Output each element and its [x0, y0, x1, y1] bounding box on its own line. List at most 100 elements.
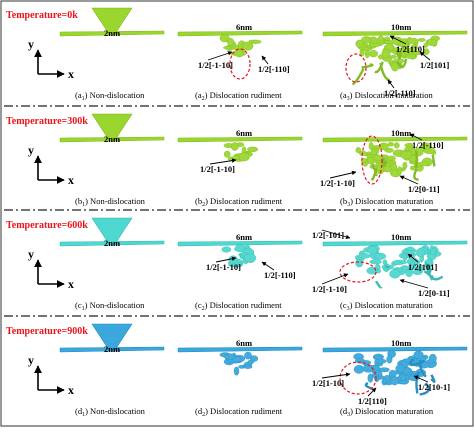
- burgers-vector-arrow: [261, 55, 269, 65]
- panel-caption: (d2) Dislocation rudiment: [195, 406, 283, 418]
- substrate-plate: [322, 30, 468, 37]
- depth-label: 6nm: [236, 232, 252, 242]
- depth-label: 10nm: [391, 22, 411, 32]
- dislocation-highlight-circle: [339, 361, 377, 395]
- panel-b3: 10nm (b3) Dislocation maturation 1/2[-110]…: [320, 128, 468, 208]
- burgers-vector-label: 1/2[-101]: [312, 230, 344, 240]
- substrate-plate: [177, 136, 303, 143]
- panel-caption: (b3) Dislocation maturation: [340, 196, 434, 208]
- panel-caption: (a1) Non-dislocation: [75, 90, 145, 102]
- panel-a3: 10nm (a3) Dislocation maturation 1/2[110] 1…: [322, 22, 468, 102]
- burgers-vector-arrow: [419, 51, 431, 61]
- panel-d1: 2nm (d1) Non-dislocation: [59, 323, 165, 418]
- row-d: Temperature=900k yx 2nm (d1) Non-dislocatio…: [6, 323, 468, 418]
- depth-label: 2nm: [104, 28, 120, 38]
- dislocation-structure: [355, 141, 437, 181]
- dislocation-structure: [223, 142, 259, 162]
- dislocation-structure: [219, 351, 259, 376]
- substrate-plate: [177, 346, 303, 353]
- burgers-vector-label: 1/2[10-1]: [418, 382, 450, 392]
- y-axis-label: y: [28, 143, 34, 157]
- temperature-label: Temperature=900k: [6, 326, 88, 337]
- burgers-vector-label: 1/2[-110]: [412, 140, 444, 150]
- temperature-label: Temperature=300k: [6, 116, 88, 127]
- panel-caption: (d1) Non-dislocation: [75, 406, 146, 418]
- x-axis-label: x: [68, 277, 74, 291]
- depth-label: 2nm: [104, 134, 120, 144]
- dislocation-structure: [354, 244, 444, 289]
- dislocation-structure: [221, 244, 257, 268]
- burgers-vector-arrow: [329, 170, 357, 179]
- y-axis-label: y: [28, 247, 34, 261]
- burgers-vector-label: 1/2[110]: [358, 396, 387, 406]
- temperature-label: Temperature=0k: [6, 10, 78, 21]
- depth-label: 6nm: [236, 128, 252, 138]
- indenter-cone: [91, 113, 133, 141]
- burgers-vector-label: 1/2[-110]: [258, 64, 290, 74]
- burgers-vector-arrow: [321, 229, 351, 240]
- depth-label: 10nm: [391, 128, 411, 138]
- depth-label: 10nm: [391, 232, 411, 242]
- panel-caption: (b1) Non-dislocation: [75, 196, 146, 208]
- substrate-plate: [177, 30, 303, 37]
- panel-d3: 10nm (d3) Dislocation maturation 1/2[1-10]…: [312, 338, 468, 418]
- axis-indicator: yx: [28, 143, 74, 187]
- depth-label: 6nm: [236, 338, 252, 348]
- panel-d2: 6nm (d2) Dislocation rudiment: [177, 338, 303, 418]
- dislocation-highlight-circle: [229, 48, 251, 80]
- panel-caption: (b2) Dislocation rudiment: [195, 196, 283, 208]
- burgers-vector-label: 1/2[110]: [396, 44, 425, 54]
- burgers-vector-arrow: [209, 158, 237, 165]
- burgers-vector-arrow: [321, 273, 349, 285]
- indenter-cone: [91, 7, 133, 35]
- panel-caption: (a3) Dislocation maturation: [340, 90, 433, 102]
- panel-caption: (c3) Dislocation maturation: [340, 300, 433, 312]
- burgers-vector-label: 1/2[-110]: [264, 270, 296, 280]
- depth-label: 2nm: [104, 238, 120, 248]
- x-axis-label: x: [68, 67, 74, 81]
- row-a: Temperature=0k yx 2nm (a1) Non-dislocation 6…: [6, 7, 468, 102]
- burgers-vector-arrow: [389, 35, 407, 45]
- depth-label: 2nm: [104, 344, 120, 354]
- dislocation-highlight-circle: [345, 53, 367, 83]
- burgers-vector-arrow: [367, 387, 377, 397]
- burgers-vector-label: 1/2[101]: [420, 60, 449, 70]
- burgers-vector-label: 1/2[-1-10]: [206, 262, 241, 272]
- dislocation-structure: [219, 34, 262, 58]
- panel-caption: (a2) Dislocation rudiment: [195, 90, 282, 102]
- x-axis-label: x: [68, 383, 74, 397]
- depth-label: 6nm: [236, 22, 252, 32]
- panel-c1: 2nm (c1) Non-dislocation: [59, 217, 165, 312]
- indenter-cone: [91, 323, 133, 351]
- burgers-vector-arrow: [215, 256, 237, 263]
- panel-a2: 6nm (a2) Dislocation rudiment 1/2[-1-10] 1/…: [177, 22, 303, 102]
- panel-caption: (d3) Dislocation maturation: [340, 406, 434, 418]
- burgers-vector-label: 1/2[-110]: [384, 88, 416, 98]
- burgers-vector-label: 1/2[0-11]: [418, 288, 450, 298]
- dislocation-structure: [351, 35, 440, 86]
- panel-c2: 6nm (c2) Dislocation rudiment 1/2[-1-10] 1/…: [177, 232, 303, 312]
- burgers-vector-label: 1/2[-1-10]: [198, 60, 233, 70]
- x-axis-label: x: [68, 173, 74, 187]
- burgers-vector-arrow: [409, 133, 423, 141]
- burgers-vector-label: 1/2[101]: [408, 262, 437, 272]
- temperature-label: Temperature=600k: [6, 220, 88, 231]
- substrate-plate: [322, 240, 468, 247]
- dislocation-structure: [353, 350, 437, 396]
- axis-indicator: yx: [28, 247, 74, 291]
- indenter-cone: [91, 217, 133, 245]
- burgers-vector-arrow: [413, 375, 429, 383]
- panel-c3: 10nm (c3) Dislocation maturation 1/2[-101]…: [312, 229, 468, 312]
- panel-b1: 2nm (b1) Non-dislocation: [59, 113, 165, 208]
- burgers-vector-label: 1/2[0-11]: [408, 184, 440, 194]
- burgers-vector-label: 1/2[-1-10]: [320, 178, 355, 188]
- panel-a1: 2nm (a1) Non-dislocation: [59, 7, 165, 102]
- burgers-vector-label: 1/2[-1-10]: [200, 164, 235, 174]
- panel-caption: (c1) Non-dislocation: [75, 300, 145, 312]
- burgers-vector-arrow: [207, 51, 233, 61]
- axis-indicator: yx: [28, 353, 74, 397]
- axis-indicator: yx: [28, 37, 74, 81]
